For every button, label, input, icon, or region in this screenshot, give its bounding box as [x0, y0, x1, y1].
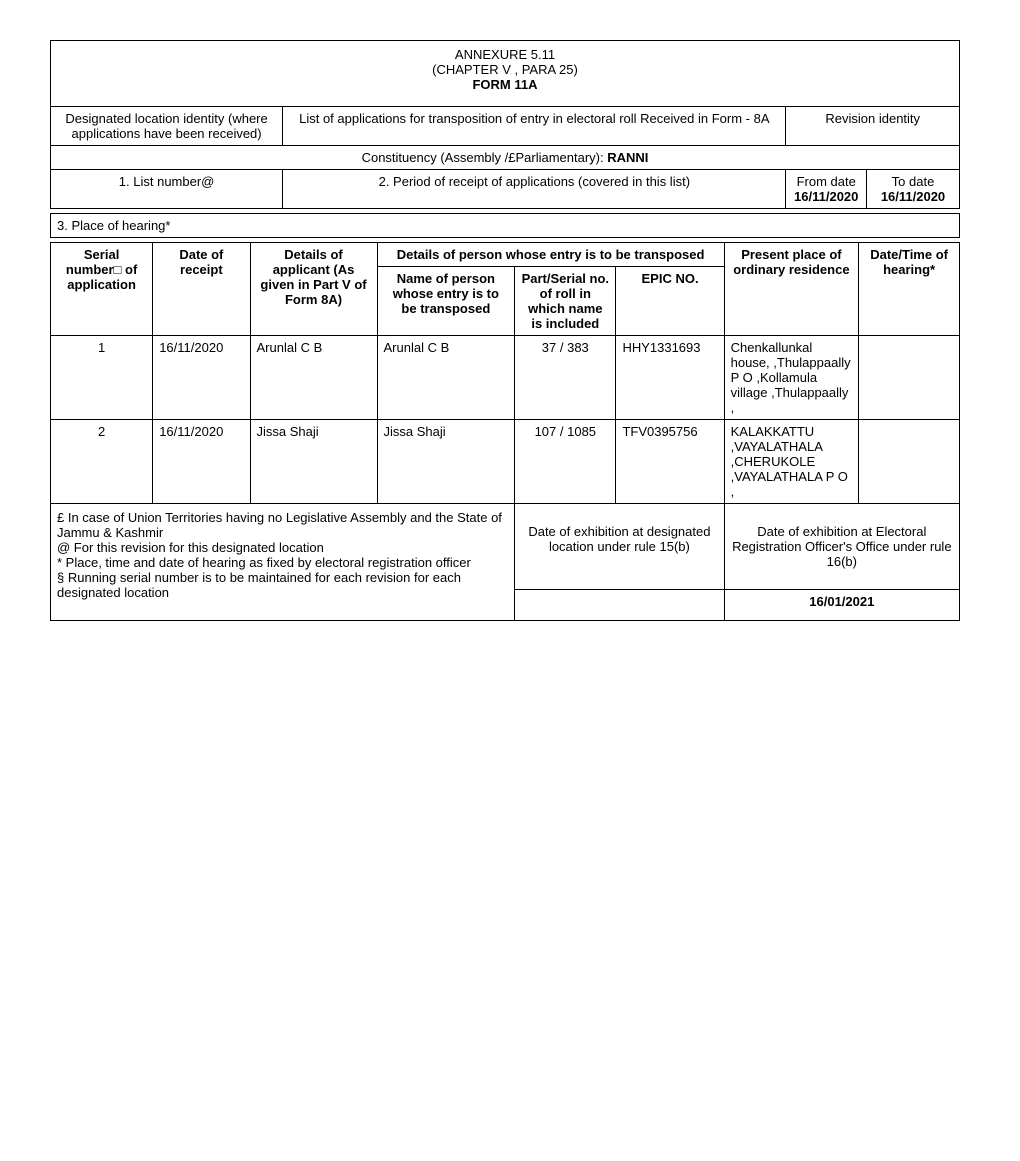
from-date-value: 16/11/2020: [792, 189, 860, 204]
hearing-table: 3. Place of hearing*: [50, 213, 960, 238]
to-date-value: 16/11/2020: [873, 189, 953, 204]
cell-residence: Chenkallunkal house, ,Thulappaally P O ,…: [724, 336, 859, 420]
from-date-label: From date: [792, 174, 860, 189]
cell-name: Jissa Shaji: [377, 420, 515, 504]
col-applicant: Details of applicant (As given in Part V…: [250, 243, 377, 336]
cell-applicant: Jissa Shaji: [250, 420, 377, 504]
designated-location: Designated location identity (where appl…: [51, 107, 283, 146]
main-table: ANNEXURE 5.11 (CHAPTER V , PARA 25) FORM…: [50, 40, 960, 209]
col-part: Part/Serial no. of roll in which name is…: [515, 267, 616, 336]
col-hearing: Date/Time of hearing*: [859, 243, 960, 336]
cell-part: 37 / 383: [515, 336, 616, 420]
cell-serial: 2: [51, 420, 153, 504]
annexure-line: ANNEXURE 5.11: [57, 47, 953, 62]
form-header: ANNEXURE 5.11 (CHAPTER V , PARA 25) FORM…: [51, 41, 960, 107]
place-of-hearing: 3. Place of hearing*: [51, 214, 960, 238]
revision-identity: Revision identity: [786, 107, 960, 146]
form-11a: ANNEXURE 5.11 (CHAPTER V , PARA 25) FORM…: [50, 40, 960, 621]
col-name: Name of person whose entry is to be tran…: [377, 267, 515, 336]
footnotes: £ In case of Union Territories having no…: [51, 504, 515, 621]
cell-serial: 1: [51, 336, 153, 420]
list-number: 1. List number@: [51, 170, 283, 209]
exhibition-ero-label: Date of exhibition at Electoral Registra…: [724, 504, 959, 590]
from-date-cell: From date 16/11/2020: [786, 170, 867, 209]
cell-residence: KALAKKATTU ,VAYALATHALA ,CHERUKOLE ,VAYA…: [724, 420, 859, 504]
chapter-line: (CHAPTER V , PARA 25): [57, 62, 953, 77]
constituency-label: Constituency (Assembly /£Parliamentary):: [362, 150, 608, 165]
cell-hearing: [859, 336, 960, 420]
to-date-label: To date: [873, 174, 953, 189]
col-date: Date of receipt: [153, 243, 250, 336]
table-row: 1 16/11/2020 Arunlal C B Arunlal C B 37 …: [51, 336, 960, 420]
exhibition-ero-date: 16/01/2021: [724, 590, 959, 621]
table-row: 2 16/11/2020 Jissa Shaji Jissa Shaji 107…: [51, 420, 960, 504]
footnote-1: £ In case of Union Territories having no…: [57, 510, 508, 540]
col-serial: Serial number□ of application: [51, 243, 153, 336]
cell-applicant: Arunlal C B: [250, 336, 377, 420]
cell-part: 107 / 1085: [515, 420, 616, 504]
constituency-row: Constituency (Assembly /£Parliamentary):…: [51, 146, 960, 170]
cell-date: 16/11/2020: [153, 420, 250, 504]
applications-table: Serial number□ of application Date of re…: [50, 242, 960, 621]
cell-name: Arunlal C B: [377, 336, 515, 420]
footnote-3: * Place, time and date of hearing as fix…: [57, 555, 508, 570]
footnote-2: @ For this revision for this designated …: [57, 540, 508, 555]
cell-date: 16/11/2020: [153, 336, 250, 420]
cell-epic: HHY1331693: [616, 336, 724, 420]
footnote-4: § Running serial number is to be maintai…: [57, 570, 508, 600]
period-receipt: 2. Period of receipt of applications (co…: [283, 170, 786, 209]
col-residence: Present place of ordinary residence: [724, 243, 859, 336]
exhibition-designated-label: Date of exhibition at designated locatio…: [515, 504, 724, 590]
list-description: List of applications for transposition o…: [283, 107, 786, 146]
to-date-cell: To date 16/11/2020: [867, 170, 960, 209]
cell-hearing: [859, 420, 960, 504]
col-epic: EPIC NO.: [616, 267, 724, 336]
constituency-value: RANNI: [607, 150, 648, 165]
form-line: FORM 11A: [57, 77, 953, 92]
cell-epic: TFV0395756: [616, 420, 724, 504]
col-transposed: Details of person whose entry is to be t…: [377, 243, 724, 267]
exhibition-designated-date: [515, 590, 724, 621]
